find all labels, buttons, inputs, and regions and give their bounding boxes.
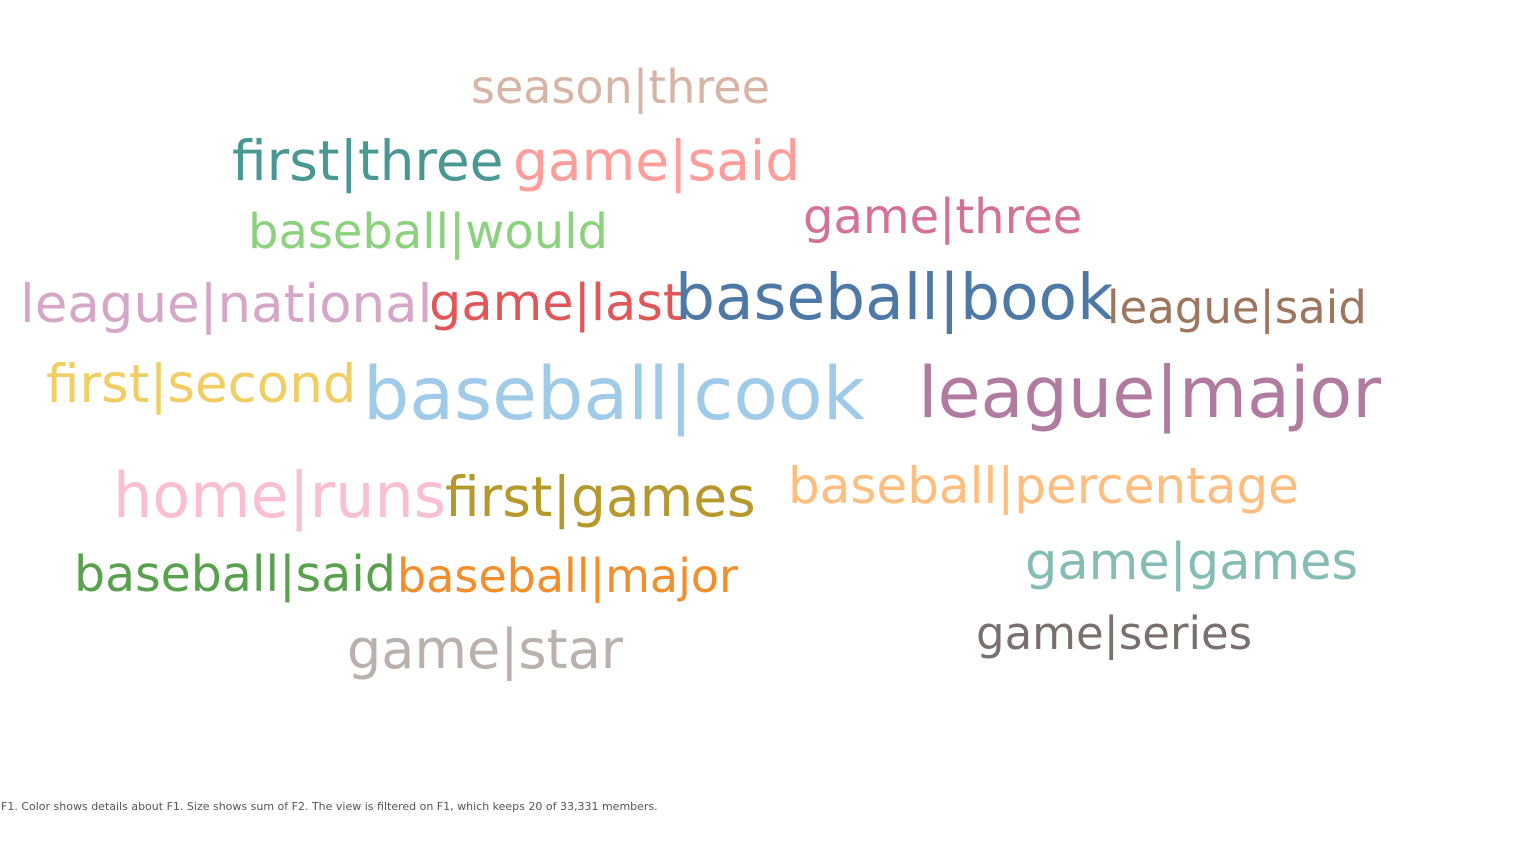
word-game-star: game|star xyxy=(347,618,623,681)
word-first-games: first|games xyxy=(445,465,756,529)
word-game-series: game|series xyxy=(976,607,1253,660)
word-baseball-percentage: baseball|percentage xyxy=(788,457,1299,515)
word-baseball-would: baseball|would xyxy=(248,204,608,260)
word-baseball-said: baseball|said xyxy=(74,546,396,603)
word-first-three: first|three xyxy=(232,129,504,193)
word-baseball-book: baseball|book xyxy=(675,261,1114,334)
word-cloud: season|three first|three game|said game|thr… xyxy=(20,60,1381,681)
word-league-major: league|major xyxy=(918,352,1381,434)
word-game-said: game|said xyxy=(513,129,801,193)
word-baseball-cook: baseball|cook xyxy=(363,352,865,437)
word-season-three: season|three xyxy=(471,60,770,114)
word-game-three: game|three xyxy=(803,189,1083,245)
word-baseball-major: baseball|major xyxy=(397,549,738,603)
word-league-national: league|national xyxy=(20,274,433,335)
word-game-last: game|last xyxy=(429,274,683,333)
word-league-said: league|said xyxy=(1107,281,1367,334)
word-home-runs: home|runs xyxy=(113,459,447,532)
word-first-second: first|second xyxy=(46,354,357,415)
chart-caption: F1. Color shows details about F1. Size s… xyxy=(1,800,658,813)
word-game-games: game|games xyxy=(1025,533,1359,592)
